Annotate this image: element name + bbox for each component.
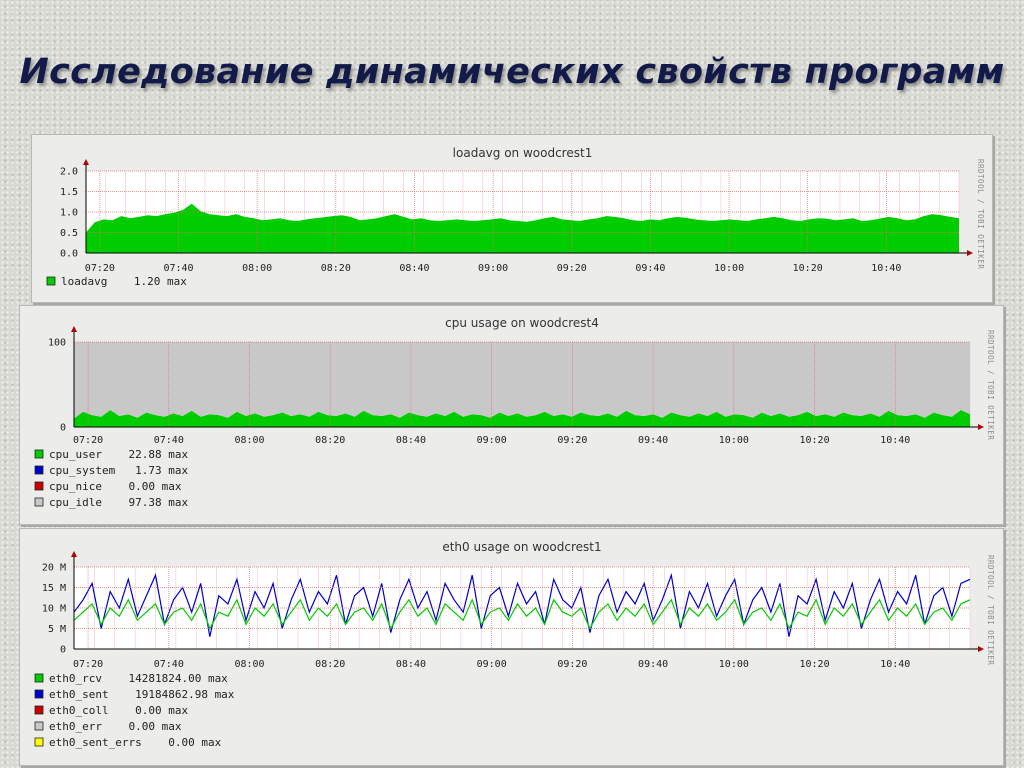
legend-entry: eth0_rcv 14281824.00 max: [49, 672, 228, 685]
legend-entry: cpu_system 1.73 max: [49, 464, 188, 477]
chart-title: loadavg on woodcrest1: [453, 146, 593, 160]
rrdtool-watermark: RRDTOOL / TOBI OETIKER: [986, 555, 995, 665]
y-axis-arrow: [71, 551, 77, 557]
y-tick-label: 0: [60, 645, 66, 656]
y-tick-label: 0.0: [60, 249, 78, 260]
x-tick-label: 10:00: [719, 435, 749, 446]
legend-swatch: [34, 465, 44, 475]
y-tick-label: 5 M: [48, 624, 66, 635]
x-tick-label: 09:00: [478, 263, 508, 274]
legend-entry: cpu_nice 0.00 max: [49, 480, 182, 493]
y-axis-arrow: [71, 326, 77, 332]
legend-entry: eth0_coll 0.00 max: [49, 704, 188, 717]
x-tick-label: 08:20: [321, 263, 351, 274]
chart-title: eth0 usage on woodcrest1: [442, 540, 601, 554]
x-tick-label: 08:20: [315, 435, 345, 446]
x-tick-label: 07:40: [154, 435, 184, 446]
x-axis-arrow: [978, 646, 984, 652]
legend-swatch: [34, 737, 44, 747]
cpu-usage-chart: cpu usage on woodcrest4 RRDTOOL / TOBI OE…: [34, 316, 995, 509]
chart-panel-eth0: eth0 usage on woodcrest1 RRDTOOL / TOBI O…: [19, 528, 1004, 766]
legend-swatch: [46, 276, 56, 286]
chart-panel-cpu: cpu usage on woodcrest4 RRDTOOL / TOBI OE…: [19, 305, 1004, 525]
x-tick-label: 09:20: [557, 659, 587, 670]
x-tick-label: 08:20: [315, 659, 345, 670]
legend-swatch: [34, 673, 44, 683]
y-tick-label: 2.0: [60, 167, 78, 178]
series-line-eth0_rcv: [73, 598, 971, 630]
x-tick-label: 09:00: [477, 659, 507, 670]
x-tick-label: 08:00: [234, 435, 264, 446]
x-tick-label: 08:00: [242, 263, 272, 274]
x-tick-label: 10:40: [880, 659, 910, 670]
x-tick-label: 10:40: [880, 435, 910, 446]
x-tick-label: 09:00: [477, 435, 507, 446]
rrdtool-watermark: RRDTOOL / TOBI OETIKER: [976, 159, 985, 269]
legend-swatch: [34, 721, 44, 731]
legend-entry: cpu_user 22.88 max: [49, 448, 188, 461]
legend-entry: loadavg 1.20 max: [61, 275, 187, 288]
y-tick-label: 15 M: [42, 583, 66, 594]
x-tick-label: 10:40: [871, 263, 901, 274]
chart-title: cpu usage on woodcrest4: [445, 316, 599, 330]
x-tick-label: 08:40: [396, 659, 426, 670]
x-tick-label: 09:40: [638, 435, 668, 446]
rrdtool-watermark: RRDTOOL / TOBI OETIKER: [986, 330, 995, 440]
x-tick-label: 08:00: [234, 659, 264, 670]
chart-panel-loadavg: loadavg on woodcrest1 RRDTOOL / TOBI OETI…: [31, 134, 993, 303]
x-tick-label: 07:20: [73, 435, 103, 446]
x-tick-label: 08:40: [399, 263, 429, 274]
x-tick-label: 07:40: [163, 263, 193, 274]
x-tick-label: 09:40: [638, 659, 668, 670]
x-tick-label: 09:40: [635, 263, 665, 274]
legend-entry: eth0_err 0.00 max: [49, 720, 182, 733]
eth0-usage-chart: eth0 usage on woodcrest1 RRDTOOL / TOBI O…: [34, 540, 995, 749]
x-tick-label: 10:20: [793, 263, 823, 274]
loadavg-chart: loadavg on woodcrest1 RRDTOOL / TOBI OETI…: [46, 146, 985, 288]
x-tick-label: 10:20: [800, 435, 830, 446]
series-area-loadavg: [86, 203, 959, 253]
legend-entry: eth0_sent 19184862.98 max: [49, 688, 235, 701]
x-tick-label: 08:40: [396, 435, 426, 446]
x-tick-label: 07:20: [85, 263, 115, 274]
y-tick-label: 0: [60, 423, 66, 434]
x-tick-label: 07:40: [154, 659, 184, 670]
x-tick-label: 10:20: [800, 659, 830, 670]
legend-swatch: [34, 481, 44, 491]
x-tick-label: 09:20: [557, 263, 587, 274]
y-tick-label: 1.5: [60, 187, 78, 198]
legend-swatch: [34, 689, 44, 699]
y-tick-label: 1.0: [60, 208, 78, 219]
x-tick-label: 10:00: [719, 659, 749, 670]
legend-entry: cpu_idle 97.38 max: [49, 496, 188, 509]
y-tick-label: 100: [48, 338, 66, 349]
series-line-eth0_sent: [73, 572, 971, 637]
slide-title: Исследование динамических свойств програ…: [19, 52, 1005, 92]
x-tick-label: 09:20: [557, 435, 587, 446]
series-area-cpu_idle: [74, 342, 970, 419]
legend-swatch: [34, 497, 44, 507]
y-tick-label: 10 M: [42, 604, 66, 615]
series-area-cpu_user: [74, 410, 970, 427]
x-axis-arrow: [967, 250, 973, 256]
legend-swatch: [34, 705, 44, 715]
x-axis-arrow: [978, 424, 984, 430]
y-tick-label: 0.5: [60, 228, 78, 239]
x-tick-label: 07:20: [73, 659, 103, 670]
legend-entry: eth0_sent_errs 0.00 max: [49, 736, 222, 749]
legend-swatch: [34, 449, 44, 459]
y-tick-label: 20 M: [42, 563, 66, 574]
x-tick-label: 10:00: [714, 263, 744, 274]
y-axis-arrow: [83, 159, 89, 165]
